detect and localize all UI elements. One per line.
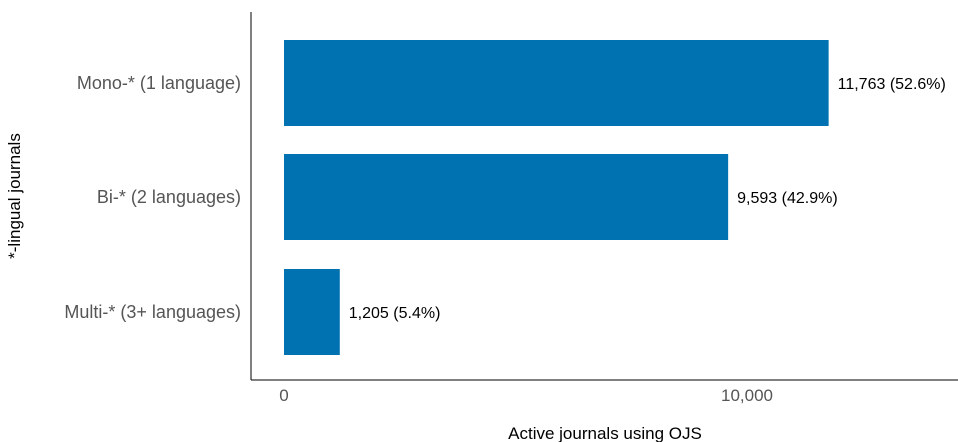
category-labels-group: Mono-* (1 language) Bi-* (2 languages) Mul… — [64, 73, 241, 322]
bars-group — [284, 40, 829, 355]
bar-value-label: 11,763 (52.6%) — [838, 76, 946, 93]
bar — [284, 154, 729, 240]
bar-value-label: 1,205 (5.4%) — [349, 305, 441, 322]
y-axis-title: *-lingual journals — [5, 133, 24, 259]
x-axis-title: Active journals using OJS — [508, 424, 702, 442]
data-labels-group: 11,763 (52.6%) 9,593 (42.9%) 1,205 (5.4%) — [349, 76, 946, 322]
category-label: Mono-* (1 language) — [77, 73, 241, 93]
category-label: Bi-* (2 languages) — [97, 187, 241, 207]
bar — [284, 269, 340, 355]
x-tick-label: 0 — [279, 386, 288, 405]
bar — [284, 40, 829, 126]
bar-value-label: 9,593 (42.9%) — [737, 190, 838, 207]
x-tick-labels-group: 0 10,000 — [279, 386, 773, 405]
x-tick-label: 10,000 — [721, 386, 773, 405]
category-label: Multi-* (3+ languages) — [64, 302, 241, 322]
